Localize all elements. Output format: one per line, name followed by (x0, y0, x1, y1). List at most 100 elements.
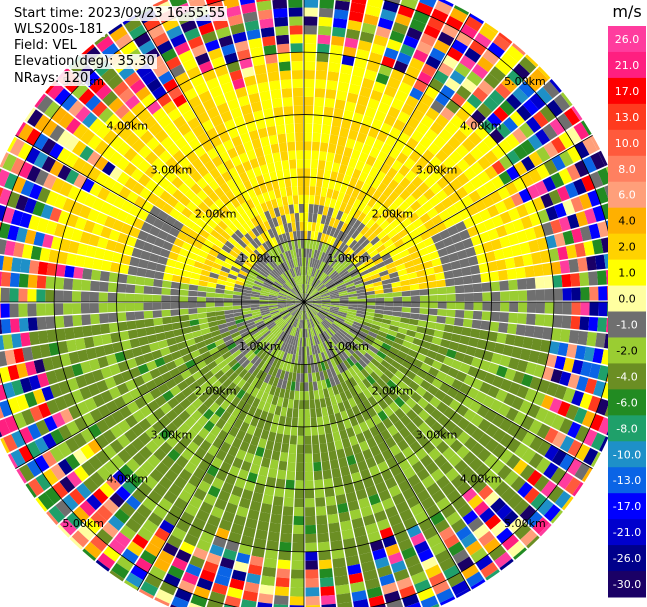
radar-gate (0, 152, 9, 168)
radar-gate (309, 327, 314, 337)
radar-gate (166, 258, 177, 268)
radar-gate (124, 177, 138, 191)
radar-gate (287, 195, 294, 206)
radar-gate (336, 448, 346, 459)
radar-gate (459, 54, 476, 71)
radar-gate (309, 288, 317, 296)
radar-gate (209, 85, 223, 99)
radar-gate (167, 86, 183, 100)
radar-gate (277, 254, 284, 264)
radar-gate (348, 83, 361, 95)
radar-gate (484, 491, 500, 507)
radar-gate (304, 52, 316, 62)
radar-gate (102, 90, 118, 107)
radar-gate (256, 348, 265, 358)
radar-gate (373, 285, 384, 291)
radar-gate (571, 302, 581, 316)
radar-gate (251, 344, 260, 353)
radar-gate (107, 312, 118, 323)
radar-gate (270, 347, 278, 357)
radar-gate (435, 92, 450, 107)
radar-gate (237, 468, 249, 481)
radar-gate (414, 579, 432, 594)
radar-gate (484, 409, 498, 423)
radar-gate (336, 592, 352, 604)
radar-gate (267, 162, 276, 173)
radar-gate (434, 389, 447, 401)
radar-gate (337, 313, 347, 318)
radar-gate (315, 315, 322, 323)
radar-gate (377, 388, 388, 399)
radar-gate (567, 213, 580, 229)
radar-gate (430, 408, 443, 421)
radar-gate (240, 330, 250, 338)
radar-gate (264, 279, 273, 286)
radar-gate (383, 47, 399, 60)
radar-gate (63, 303, 73, 315)
radar-gate (231, 437, 243, 449)
radar-gate (152, 107, 167, 122)
radar-gate (484, 514, 502, 530)
radar-gate (180, 511, 195, 525)
radar-gate (416, 489, 431, 503)
radar-gate (99, 313, 109, 324)
radar-gate (260, 575, 276, 587)
radar-gate (205, 432, 217, 445)
radar-gate (421, 200, 434, 213)
radar-gate (268, 522, 281, 533)
radar-gate (371, 277, 382, 284)
radar-gate (125, 302, 135, 312)
radar-gate (236, 255, 247, 264)
radar-gate (264, 251, 273, 261)
radar-gate (315, 240, 320, 251)
radar-gate (102, 429, 117, 444)
radar-gate (311, 317, 317, 327)
radar-gate (497, 403, 511, 417)
radar-gate (365, 287, 375, 292)
radar-gate (161, 280, 172, 289)
radar-gate (0, 271, 11, 287)
radar-gate (614, 268, 625, 285)
radar-gate (394, 396, 405, 408)
radar-gate (142, 242, 154, 253)
radar-gate (242, 590, 258, 602)
radar-gate (251, 367, 261, 377)
radar-gate (333, 249, 341, 259)
radar-gate (329, 395, 338, 406)
radar-gate (170, 315, 181, 323)
radar-gate (525, 362, 537, 376)
radar-gate (76, 482, 92, 500)
radar-gate (64, 135, 80, 152)
radar-gate (567, 439, 583, 457)
radar-gate (103, 498, 119, 515)
radar-gate (461, 266, 472, 277)
radar-gate (307, 355, 311, 365)
radar-gate (442, 356, 454, 367)
radar-gate (566, 458, 583, 476)
radar-gate (367, 361, 377, 372)
radar-gate (52, 481, 69, 499)
radar-gate (114, 351, 126, 363)
radar-gate (168, 483, 183, 497)
radar-gate (404, 194, 417, 206)
radar-gate (154, 197, 167, 210)
radar-gate (253, 408, 263, 419)
radar-gate (147, 490, 163, 505)
radar-gate (401, 546, 417, 560)
radar-gate (383, 306, 394, 311)
radar-gate (246, 395, 256, 406)
radar-gate (228, 426, 240, 438)
radar-gate (192, 355, 204, 365)
radar-gate (238, 327, 249, 335)
radar-gate (389, 444, 402, 457)
radar-gate (176, 254, 188, 264)
radar-gate (27, 423, 42, 440)
radar-gate (212, 262, 223, 271)
radar-gate (496, 332, 507, 344)
radar-gate (370, 371, 380, 382)
radar-gate (71, 82, 89, 99)
radar-gate (263, 281, 273, 288)
radar-gate (526, 289, 537, 301)
radar-gate (253, 237, 262, 247)
radar-gate (390, 360, 402, 370)
